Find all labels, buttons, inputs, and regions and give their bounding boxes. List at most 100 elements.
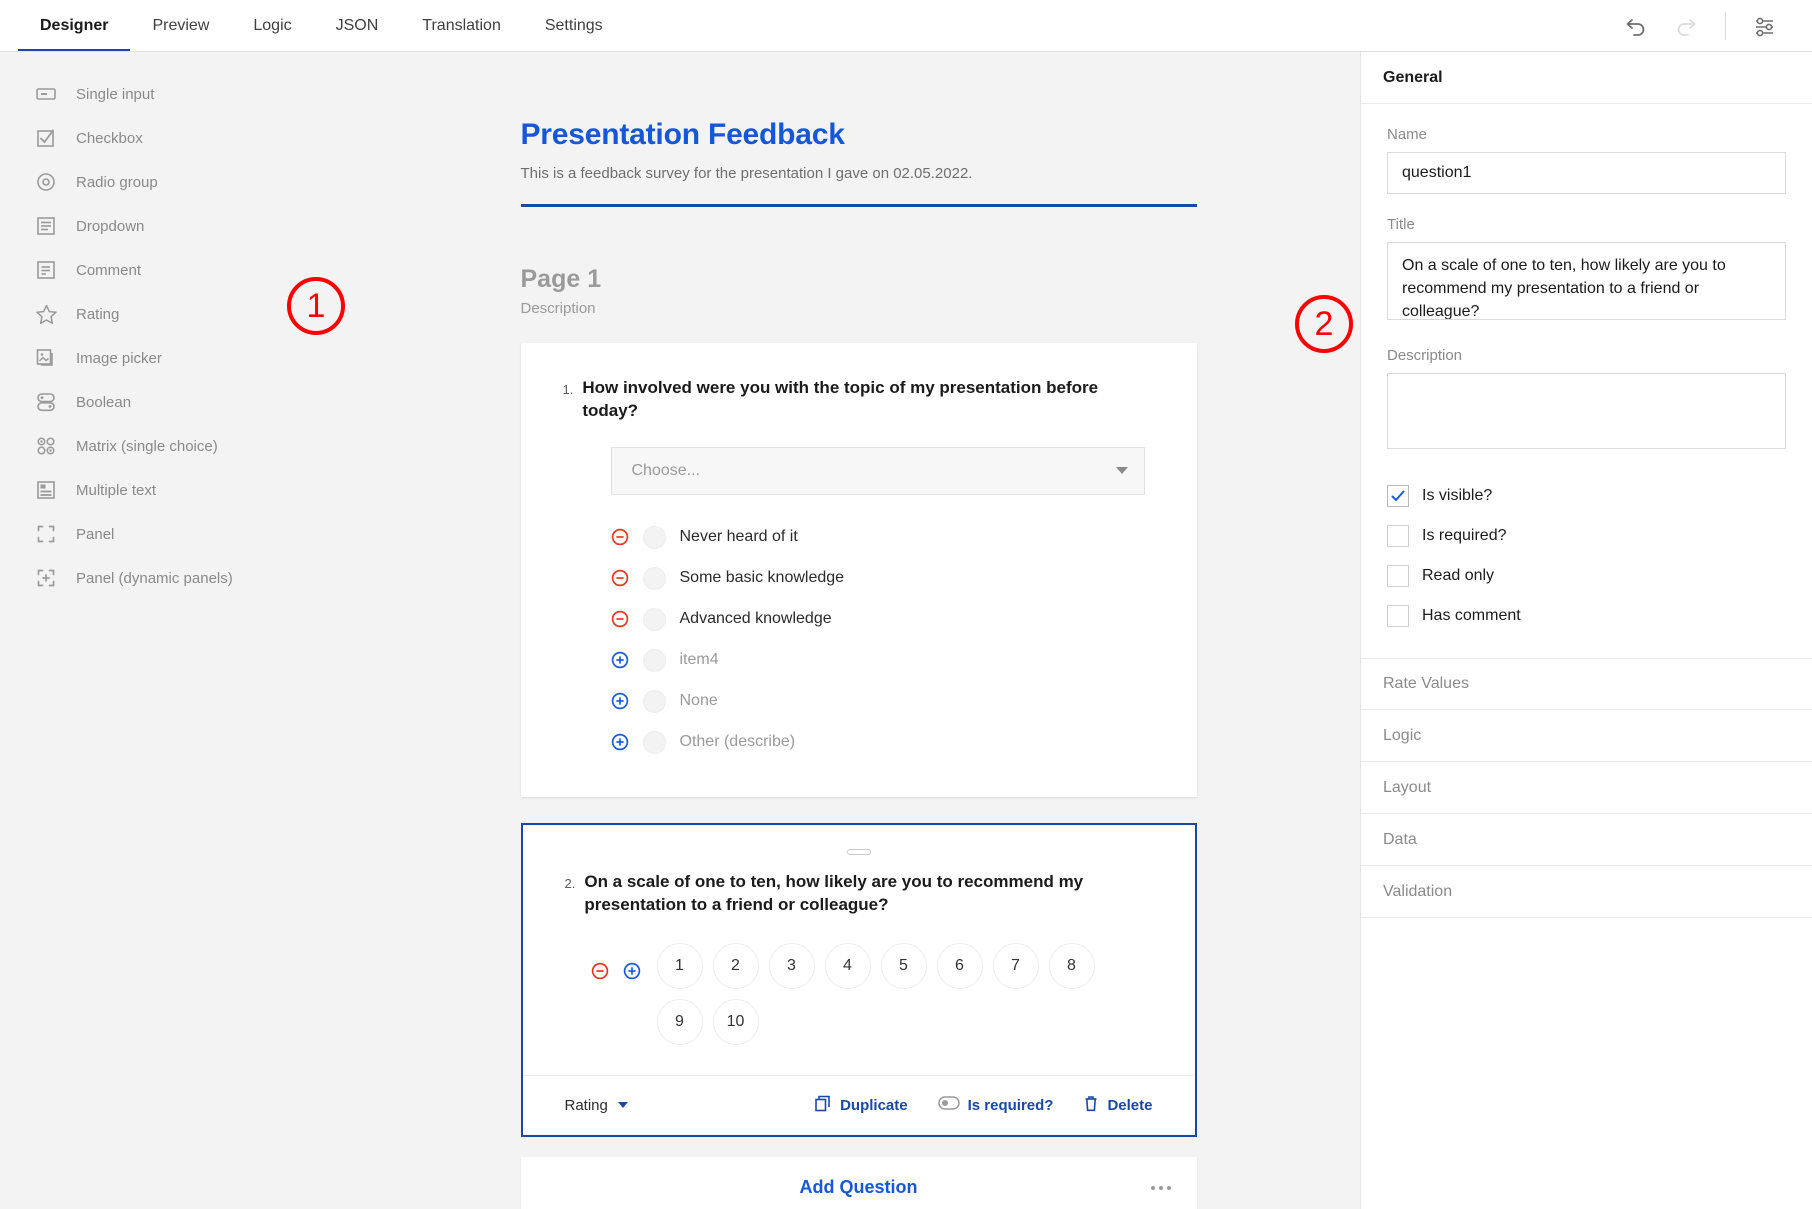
- rate-item[interactable]: 6: [936, 942, 983, 989]
- field-title: Title: [1387, 216, 1786, 325]
- add-question-button[interactable]: Add Question: [520, 1156, 1197, 1209]
- choice-row-new[interactable]: item4: [611, 640, 1155, 681]
- is-required-toggle[interactable]: Is required?: [937, 1096, 1053, 1114]
- add-choice-icon[interactable]: [611, 692, 629, 710]
- toolbox-item-checkbox[interactable]: Checkbox: [0, 116, 357, 160]
- add-question-more-icon[interactable]: [1150, 1185, 1171, 1190]
- property-sections: Rate Values Logic Layout Data Validation: [1361, 658, 1812, 918]
- toolbox-item-panel-dynamic[interactable]: Panel (dynamic panels): [0, 556, 357, 600]
- add-choice-icon[interactable]: [611, 733, 629, 751]
- checkbox-unchecked-icon: [1387, 525, 1409, 547]
- toolbox-item-dropdown[interactable]: Dropdown: [0, 204, 357, 248]
- checkbox-has-comment-label: Has comment: [1422, 607, 1521, 624]
- checkbox-is-visible-label: Is visible?: [1422, 487, 1493, 504]
- toolbox-item-panel[interactable]: Panel: [0, 512, 357, 556]
- checkbox-read-only[interactable]: Read only: [1387, 556, 1786, 596]
- question-card-1[interactable]: 1. How involved were you with the topic …: [520, 343, 1197, 797]
- toolbox-item-matrix[interactable]: Matrix (single choice): [0, 424, 357, 468]
- toolbar-actions: [1613, 0, 1812, 52]
- question-2-rating-scale: 1 2 3 4 5 6 7 8: [587, 942, 1175, 999]
- toolbox-item-rating[interactable]: Rating: [0, 292, 357, 336]
- choice-row[interactable]: Advanced knowledge: [611, 599, 1155, 640]
- toolbox-item-multiple-text[interactable]: Multiple text: [0, 468, 357, 512]
- remove-rate-value-icon[interactable]: [591, 962, 609, 980]
- question-1-dropdown[interactable]: Choose...: [610, 446, 1145, 495]
- tab-designer[interactable]: Designer: [18, 0, 131, 52]
- rate-item[interactable]: 10: [712, 998, 759, 1045]
- property-section-logic[interactable]: Logic: [1361, 710, 1812, 762]
- checkbox-is-required[interactable]: Is required?: [1387, 516, 1786, 556]
- rate-item[interactable]: 4: [824, 942, 871, 989]
- rate-item[interactable]: 7: [992, 942, 1039, 989]
- tab-json[interactable]: JSON: [314, 0, 401, 52]
- field-name: Name: [1387, 126, 1786, 194]
- choice-row[interactable]: Some basic knowledge: [611, 558, 1155, 599]
- rate-item[interactable]: 9: [656, 998, 703, 1045]
- choice-row-none[interactable]: None: [611, 681, 1155, 722]
- survey-description[interactable]: This is a feedback survey for the presen…: [520, 165, 973, 182]
- tab-translation[interactable]: Translation: [400, 0, 523, 52]
- description-textarea[interactable]: [1387, 373, 1786, 449]
- remove-choice-icon[interactable]: [611, 569, 629, 587]
- question-card-2[interactable]: 2. On a scale of one to ten, how likely …: [520, 822, 1197, 1137]
- duplicate-question-button[interactable]: Duplicate: [815, 1095, 908, 1116]
- property-section-general[interactable]: General: [1361, 52, 1812, 104]
- question-1-title[interactable]: How involved were you with the topic of …: [582, 378, 1099, 420]
- toolbox-item-label: Checkbox: [76, 129, 143, 147]
- choice-row-other[interactable]: Other (describe): [611, 722, 1155, 763]
- rate-item[interactable]: 1: [656, 942, 703, 989]
- question-1-number: 1.: [562, 382, 574, 397]
- choice-label[interactable]: Advanced knowledge: [679, 610, 832, 628]
- property-section-validation[interactable]: Validation: [1361, 866, 1812, 918]
- toolbox-item-label: Dropdown: [76, 217, 145, 235]
- undo-button[interactable]: [1613, 3, 1659, 49]
- toolbox-item-image-picker[interactable]: Image picker: [0, 336, 357, 380]
- chevron-down-icon: [617, 1102, 628, 1109]
- redo-button[interactable]: [1663, 3, 1709, 49]
- drag-handle[interactable]: [846, 848, 871, 855]
- delete-question-button[interactable]: Delete: [1083, 1095, 1153, 1116]
- choice-label[interactable]: Other (describe): [679, 733, 796, 751]
- survey-title[interactable]: Presentation Feedback: [520, 118, 845, 151]
- radio-group-icon: [34, 170, 58, 194]
- toolbox-item-boolean[interactable]: Boolean: [0, 380, 357, 424]
- question-type-label: Rating: [564, 1096, 608, 1114]
- question-type-dropdown[interactable]: Rating: [565, 1097, 628, 1114]
- checkbox-has-comment[interactable]: Has comment: [1387, 596, 1786, 636]
- page-title[interactable]: Page 1: [520, 265, 602, 293]
- rate-item[interactable]: 8: [1048, 942, 1095, 989]
- add-choice-icon[interactable]: [611, 651, 629, 669]
- toolbox-item-single-input[interactable]: Single input: [0, 72, 357, 116]
- question-1-choices: Never heard of it Some basic knowledge: [611, 517, 1155, 763]
- question-2-title[interactable]: On a scale of one to ten, how likely are…: [584, 871, 1084, 914]
- toolbox-item-radio-group[interactable]: Radio group: [0, 160, 357, 204]
- tab-preview[interactable]: Preview: [130, 0, 231, 52]
- rate-item[interactable]: 3: [768, 942, 815, 989]
- tab-settings[interactable]: Settings: [523, 0, 625, 52]
- title-textarea[interactable]: [1387, 242, 1786, 320]
- page-description[interactable]: Description: [520, 300, 596, 317]
- choice-label[interactable]: None: [679, 692, 718, 710]
- rate-item[interactable]: 2: [712, 942, 759, 989]
- property-section-layout[interactable]: Layout: [1361, 762, 1812, 814]
- remove-choice-icon[interactable]: [611, 610, 629, 628]
- checkbox-is-visible[interactable]: Is visible?: [1387, 476, 1786, 516]
- rate-item[interactable]: 5: [880, 942, 927, 989]
- choice-label[interactable]: item4: [679, 651, 719, 669]
- rating-controls: [587, 962, 657, 980]
- remove-choice-icon[interactable]: [611, 528, 629, 546]
- choice-row[interactable]: Never heard of it: [611, 517, 1155, 558]
- radio-icon: [642, 525, 666, 549]
- property-section-data[interactable]: Data: [1361, 814, 1812, 866]
- add-rate-value-icon[interactable]: [623, 962, 641, 980]
- toolbox-item-label: Panel: [76, 525, 115, 543]
- toolbox-item-comment[interactable]: Comment: [0, 248, 357, 292]
- property-section-label: Logic: [1383, 726, 1422, 744]
- choice-label[interactable]: Never heard of it: [679, 528, 798, 546]
- tab-logic[interactable]: Logic: [231, 0, 313, 52]
- survey-settings-button[interactable]: [1742, 3, 1788, 49]
- property-section-rate-values[interactable]: Rate Values: [1361, 658, 1812, 710]
- toolbox-item-label: Comment: [76, 261, 142, 279]
- choice-label[interactable]: Some basic knowledge: [679, 569, 845, 587]
- name-input[interactable]: [1387, 152, 1786, 194]
